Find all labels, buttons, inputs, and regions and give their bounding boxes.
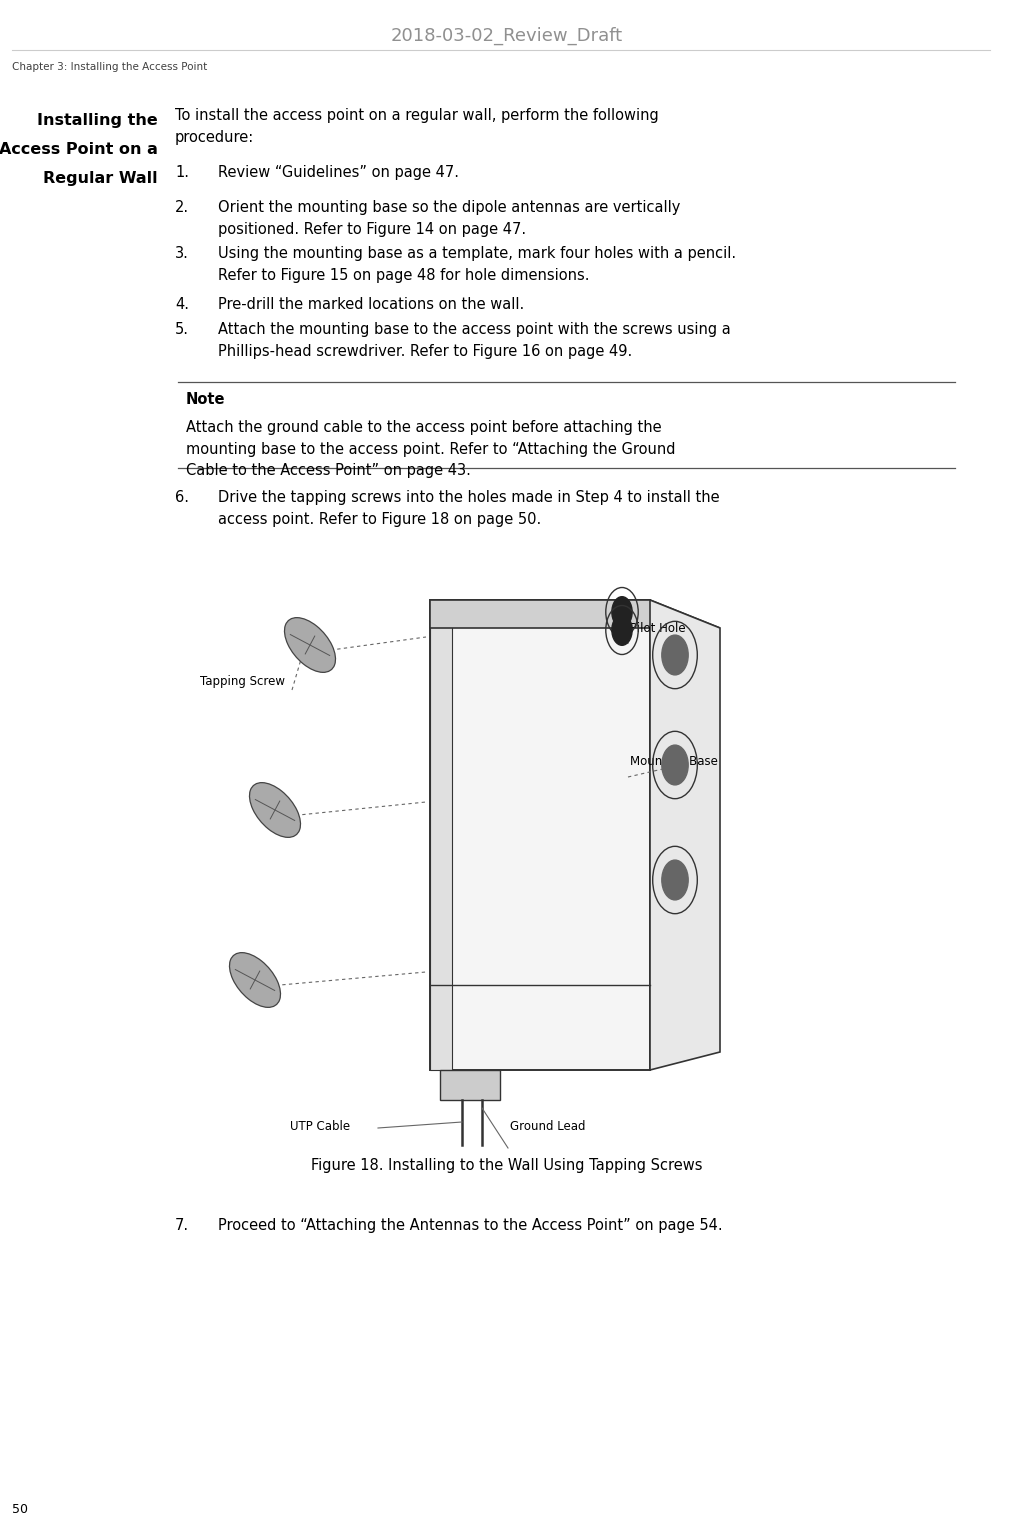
Ellipse shape (249, 782, 300, 837)
Text: Attach the ground cable to the access point before attaching the
mounting base t: Attach the ground cable to the access po… (186, 419, 675, 478)
Text: 2.: 2. (175, 201, 190, 214)
Text: 50: 50 (12, 1503, 28, 1516)
Text: Figure 18. Installing to the Wall Using Tapping Screws: Figure 18. Installing to the Wall Using … (311, 1157, 703, 1173)
Circle shape (662, 746, 689, 785)
Text: Pre-drill the marked locations on the wall.: Pre-drill the marked locations on the wa… (218, 297, 524, 312)
Text: Drive the tapping screws into the holes made in Step 4 to install the
access poi: Drive the tapping screws into the holes … (218, 490, 720, 527)
Text: To install the access point on a regular wall, perform the following
procedure:: To install the access point on a regular… (175, 109, 659, 144)
Text: 4.: 4. (175, 297, 189, 312)
Text: Orient the mounting base so the dipole antennas are vertically
positioned. Refer: Orient the mounting base so the dipole a… (218, 201, 680, 237)
Text: Ground Lead: Ground Lead (510, 1121, 585, 1133)
Text: Attach the mounting base to the access point with the screws using a
Phillips-he: Attach the mounting base to the access p… (218, 322, 731, 358)
Ellipse shape (229, 952, 281, 1007)
Text: 6.: 6. (175, 490, 189, 505)
Polygon shape (430, 600, 720, 628)
Text: Access Point on a: Access Point on a (0, 142, 158, 158)
Ellipse shape (285, 617, 336, 672)
Polygon shape (430, 600, 452, 1070)
Text: 5.: 5. (175, 322, 189, 337)
Text: Chapter 3: Installing the Access Point: Chapter 3: Installing the Access Point (12, 61, 207, 72)
Text: Pilot Hole: Pilot Hole (630, 622, 685, 635)
Text: Tapping Screw: Tapping Screw (200, 675, 285, 687)
Circle shape (611, 614, 632, 645)
Polygon shape (430, 600, 650, 1070)
Circle shape (611, 597, 632, 628)
Text: 2018-03-02_Review_Draft: 2018-03-02_Review_Draft (391, 28, 623, 46)
Polygon shape (650, 600, 720, 1070)
Text: 3.: 3. (175, 246, 189, 260)
Text: Note: Note (186, 392, 225, 407)
Text: Installing the: Installing the (38, 113, 158, 129)
Text: Mounting Base: Mounting Base (630, 755, 718, 769)
Text: Review “Guidelines” on page 47.: Review “Guidelines” on page 47. (218, 165, 459, 181)
Text: Using the mounting base as a template, mark four holes with a pencil.
Refer to F: Using the mounting base as a template, m… (218, 246, 736, 283)
Text: UTP Cable: UTP Cable (290, 1121, 350, 1133)
Text: 7.: 7. (175, 1219, 190, 1232)
Circle shape (662, 635, 689, 675)
Text: Regular Wall: Regular Wall (44, 171, 158, 185)
Text: Proceed to “Attaching the Antennas to the Access Point” on page 54.: Proceed to “Attaching the Antennas to th… (218, 1219, 723, 1232)
Circle shape (662, 860, 689, 900)
Polygon shape (440, 1070, 500, 1099)
Text: 1.: 1. (175, 165, 189, 181)
